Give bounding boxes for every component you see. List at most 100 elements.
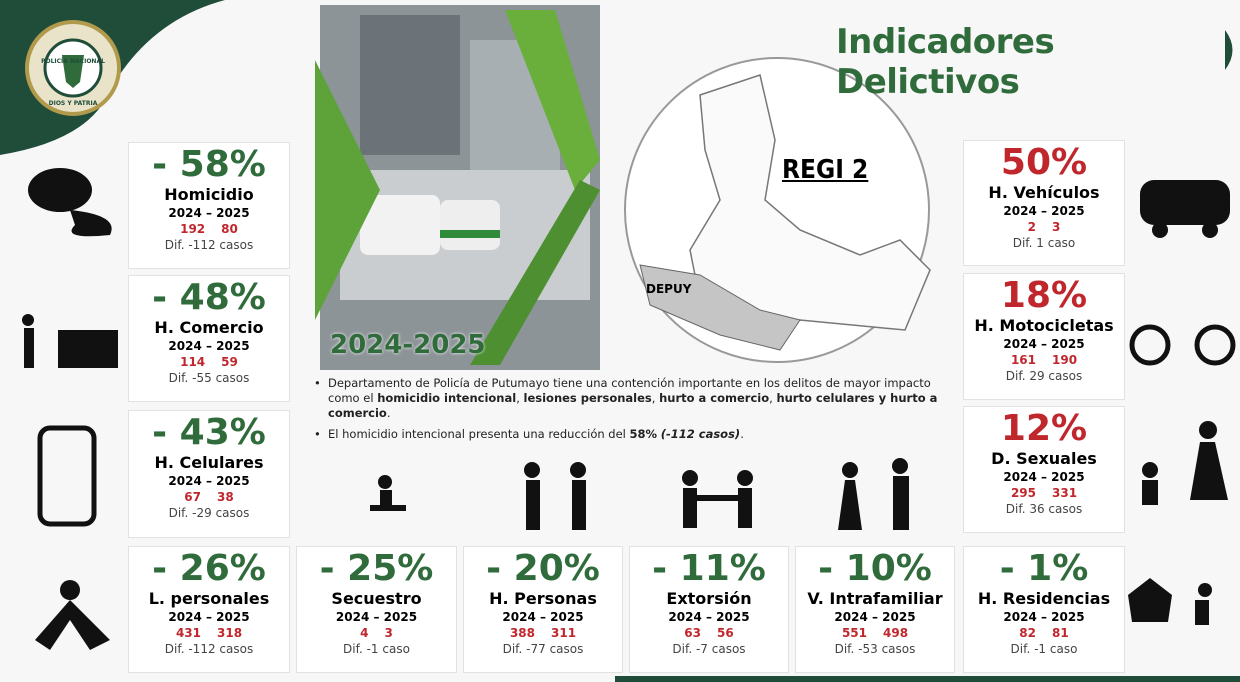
period: 2024 – 2025 [297,609,456,625]
values: 551 498 [796,625,954,641]
bullets: Departamento de Policía de Putumayo tien… [312,376,952,448]
percent: 18% [964,276,1124,316]
percent: - 43% [129,413,289,453]
infographic: Indicadores Delictivos 2024-2025 REGI 2 … [0,0,1240,682]
percent: 50% [964,143,1124,183]
title: Indicadores Delictivos [836,22,1240,102]
value-2025: 56 [717,626,734,640]
value-2024: 82 [1019,626,1036,640]
bullet-text: El homicidio intencional presenta una re… [328,427,630,441]
logo-motto: DIOS Y PATRIA [34,100,112,107]
value-2024: 388 [510,626,535,640]
bullet-text: homicidio intencional [377,391,516,405]
percent: - 10% [796,549,954,589]
difference: Dif. -112 casos [129,237,289,254]
value-2024: 551 [842,626,867,640]
difference: Dif. -112 casos [129,641,289,658]
percent: - 58% [129,145,289,185]
value-2024: 67 [184,490,201,504]
difference: Dif. -1 caso [964,641,1124,658]
percent: - 1% [964,549,1124,589]
bullet-text: 58% [630,427,658,441]
value-2025: 331 [1052,486,1077,500]
period: 2024 – 2025 [964,609,1124,625]
difference: Dif. -29 casos [129,505,289,522]
percent: - 20% [464,549,622,589]
indicator-card: - 26%L. personales2024 – 2025431318Dif. … [128,546,290,673]
photo-label: 2024-2025 [330,330,486,360]
value-2025: 318 [217,626,242,640]
map-area-label: DEPUY [646,282,691,296]
difference: Dif. 29 casos [964,368,1124,385]
percent: - 48% [129,278,289,318]
map-label: REGI 2 [782,155,868,185]
value-2025: 3 [385,626,393,640]
value-2025: 81 [1052,626,1069,640]
difference: Dif. 36 casos [964,501,1124,518]
value-2025: 3 [1052,220,1060,234]
difference: Dif. -1 caso [297,641,456,658]
crime-name: H. Personas [464,589,622,609]
bullet: El homicidio intencional presenta una re… [312,427,952,442]
bullet-text: (-112 casos) [661,427,740,441]
difference: Dif. -7 casos [630,641,788,658]
percent: - 25% [297,549,456,589]
period: 2024 – 2025 [796,609,954,625]
period: 2024 – 2025 [129,205,289,221]
value-2025: 38 [217,490,234,504]
value-2024: 4 [360,626,368,640]
values: 295 331 [964,485,1124,501]
crime-name: V. Intrafamiliar [796,589,954,609]
value-2025: 59 [221,355,238,369]
value-2025: 80 [221,222,238,236]
value-2025: 498 [883,626,908,640]
bullet-text: . [387,406,391,420]
difference: Dif. -53 casos [796,641,954,658]
period: 2024 – 2025 [964,469,1124,485]
bullet-text: lesiones personales [524,391,652,405]
value-2024: 2 [1028,220,1036,234]
crime-name: Extorsión [630,589,788,609]
logo-text: POLICÍA NACIONAL [34,58,112,65]
difference: Dif. -77 casos [464,641,622,658]
period: 2024 – 2025 [630,609,788,625]
crime-name: H. Residencias [964,589,1124,609]
crime-name: H. Celulares [129,453,289,473]
value-2024: 63 [684,626,701,640]
period: 2024 – 2025 [964,203,1124,219]
period: 2024 – 2025 [129,473,289,489]
percent: 12% [964,409,1124,449]
values: 82 81 [964,625,1124,641]
bullet-text: . [740,427,744,441]
value-2025: 311 [551,626,576,640]
value-2024: 114 [180,355,205,369]
crime-name: Homicidio [129,185,289,205]
bullet-text: , [652,391,659,405]
values: 63 56 [630,625,788,641]
period: 2024 – 2025 [129,338,289,354]
crime-name: L. personales [129,589,289,609]
difference: Dif. -55 casos [129,370,289,387]
value-2024: 295 [1011,486,1036,500]
crime-name: Secuestro [297,589,456,609]
value-2024: 161 [1011,353,1036,367]
indicator-card: - 20%H. Personas2024 – 2025388311Dif. -7… [463,546,623,673]
bullet-text: hurto a comercio [659,391,769,405]
difference: Dif. 1 caso [964,235,1124,252]
period: 2024 – 2025 [964,336,1124,352]
crime-name: H. Vehículos [964,183,1124,203]
crime-name: D. Sexuales [964,449,1124,469]
indicator-card: - 48%H. Comercio2024 – 202511459Dif. -55… [128,275,290,402]
bullet: Departamento de Policía de Putumayo tien… [312,376,952,421]
